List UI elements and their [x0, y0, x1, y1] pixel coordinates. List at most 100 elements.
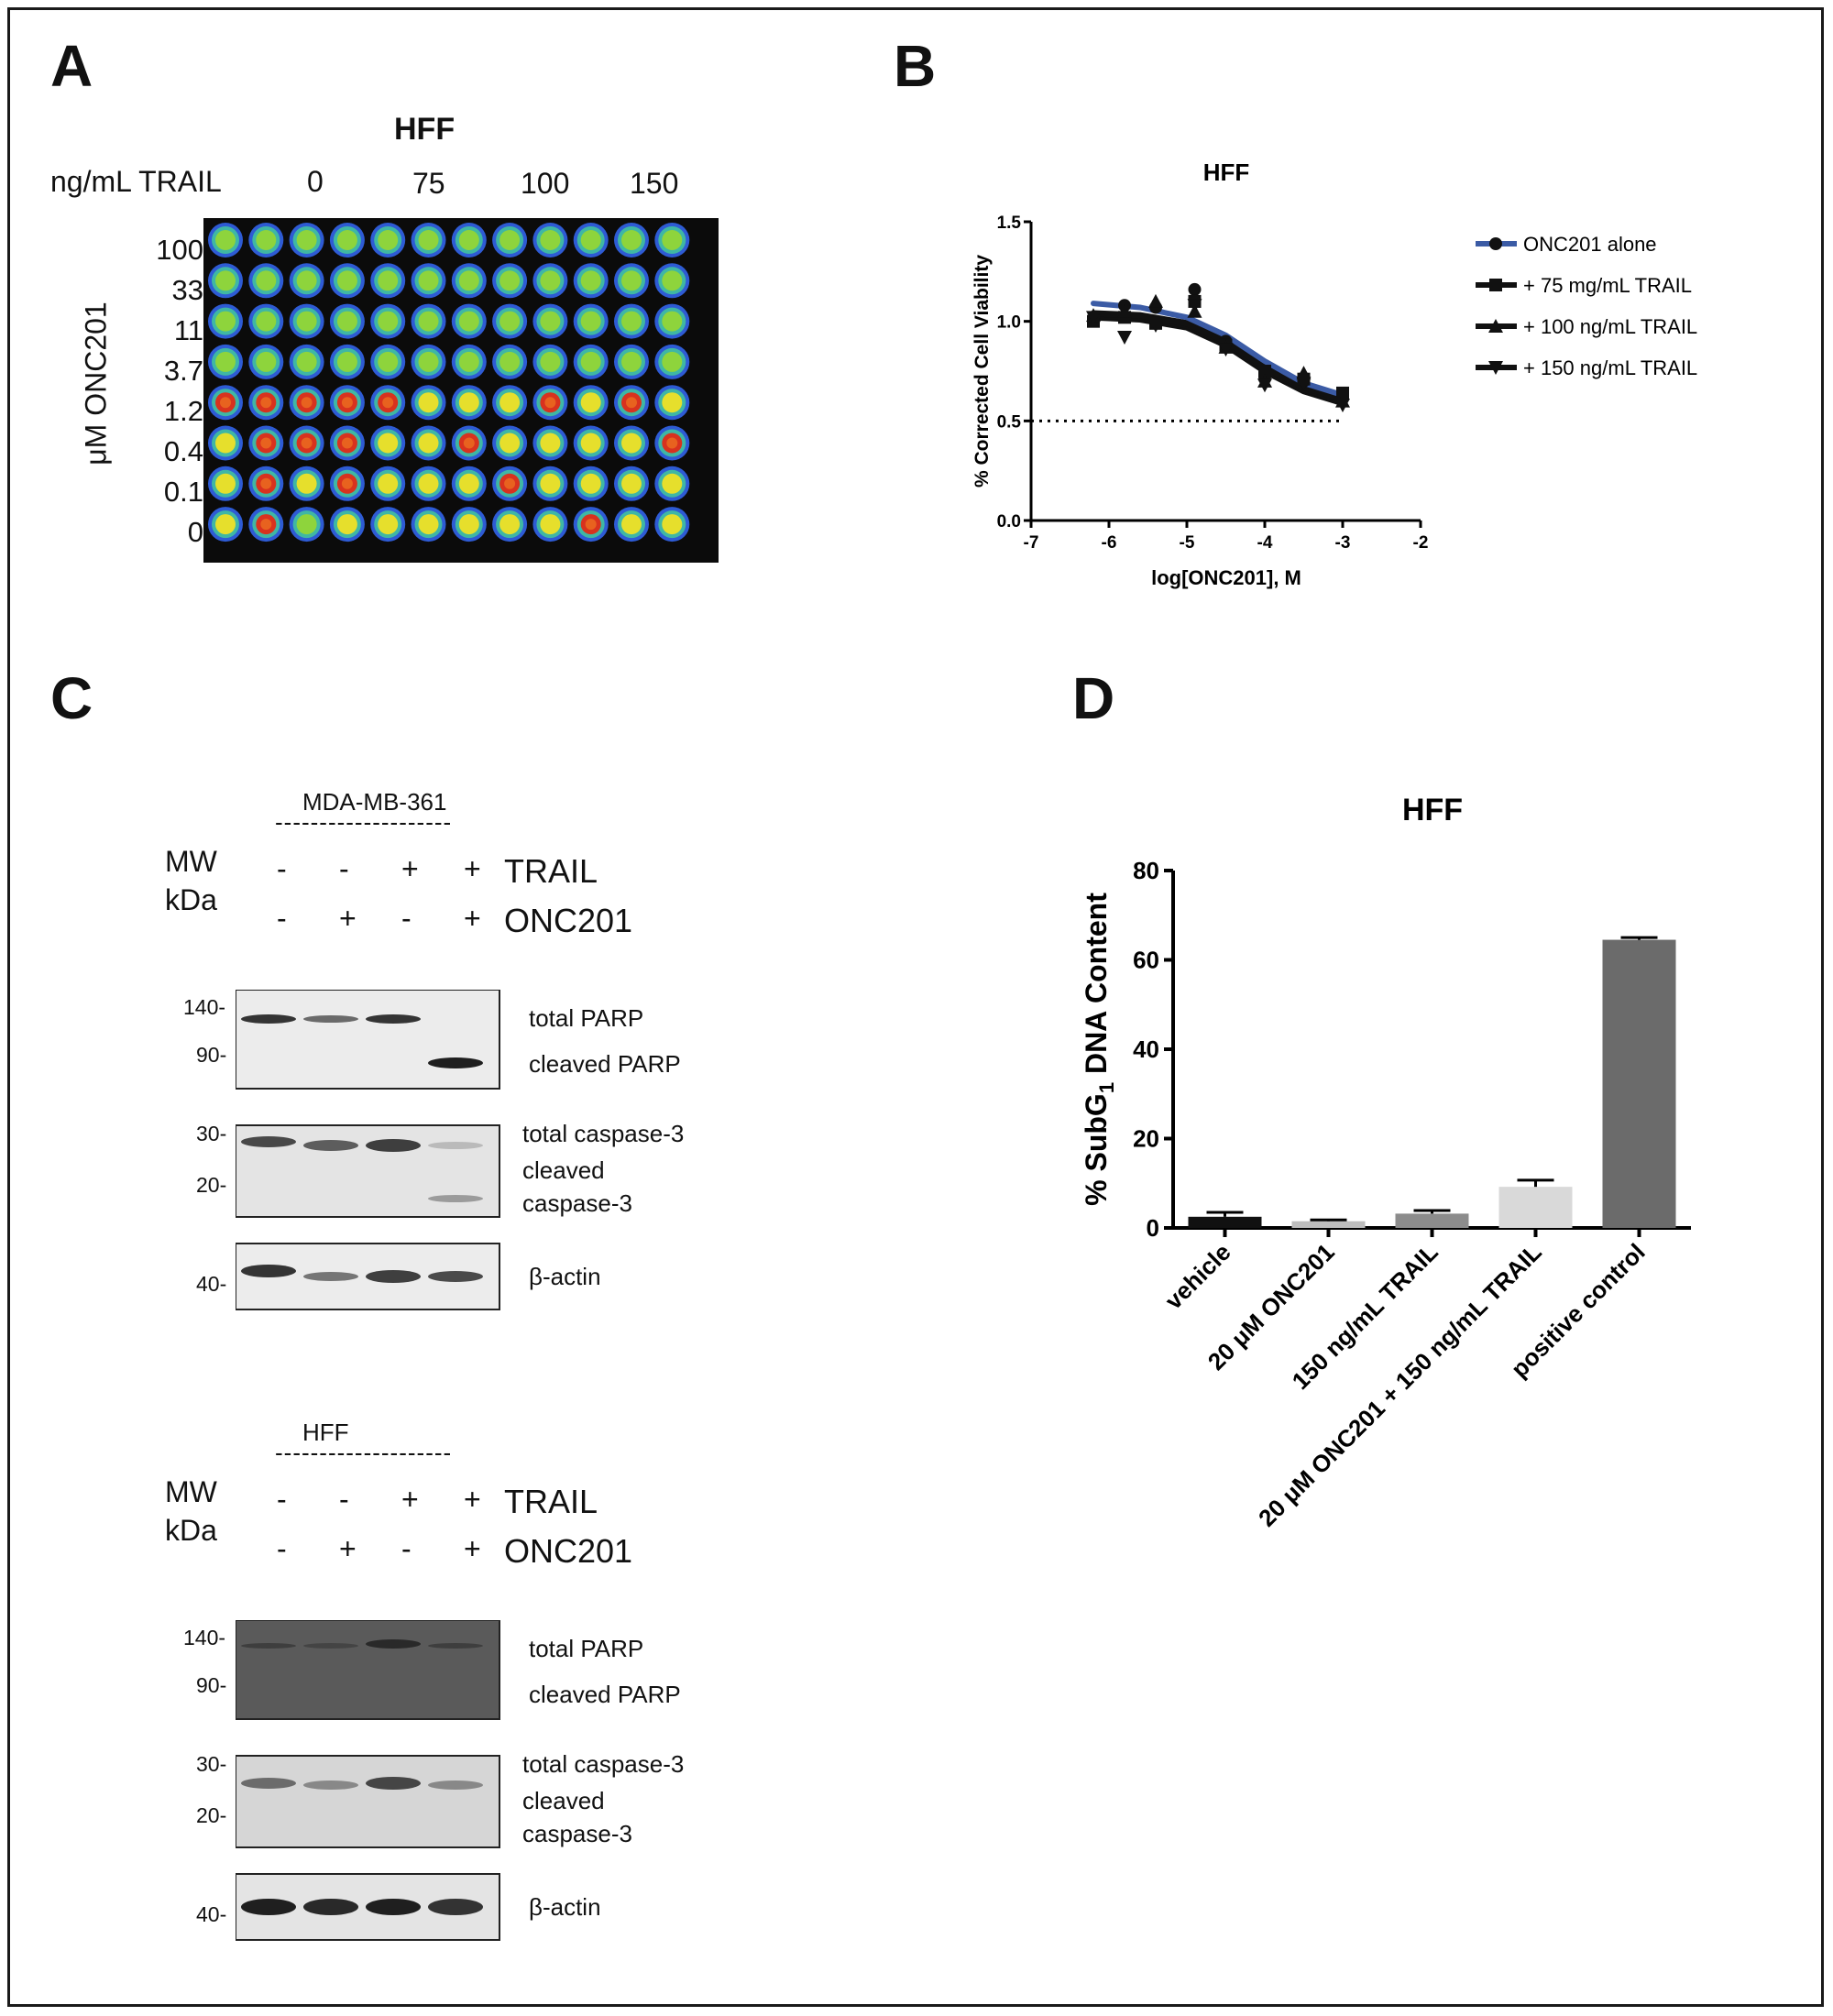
plate-well	[289, 263, 324, 299]
plate-well	[654, 425, 690, 461]
blot-dashes: --------------------	[275, 1439, 453, 1466]
plate-well	[248, 223, 284, 257]
protein-band	[366, 1139, 421, 1152]
protein-band	[241, 1643, 296, 1649]
protein-band	[366, 1777, 421, 1790]
well-center	[662, 392, 683, 413]
y-tick-label: 20	[1133, 1125, 1159, 1153]
well-center	[499, 311, 521, 332]
chart-title: HFF	[1203, 159, 1250, 186]
plate-well	[614, 263, 649, 299]
plate-well	[614, 385, 649, 421]
protein-band	[428, 1142, 483, 1149]
band-label: total PARP	[529, 1004, 644, 1032]
band-label: cleaved PARP	[529, 1050, 681, 1078]
plate-well	[370, 344, 406, 379]
onc-sign: -	[277, 902, 287, 935]
y-axis-label-part: DNA Content	[1080, 893, 1113, 1082]
well-center	[418, 433, 439, 454]
data-point	[1296, 377, 1312, 391]
data-point	[1117, 303, 1132, 318]
plate-well	[654, 507, 690, 542]
well-core	[341, 477, 353, 489]
well-center	[458, 270, 479, 291]
trail-sign: +	[401, 1483, 419, 1516]
well-center	[580, 473, 601, 494]
mw-marker: 30-	[196, 1752, 227, 1776]
plate-well	[248, 303, 284, 339]
trail-sign: +	[464, 852, 481, 885]
mw-marker: 40-	[196, 1902, 227, 1926]
well-center	[580, 433, 601, 454]
y-tick-label: 1.5	[997, 214, 1022, 233]
plate-well	[411, 425, 446, 461]
blot-cell-line: HFF	[302, 1419, 349, 1446]
data-point	[1187, 299, 1202, 313]
y-tick-label: 0.5	[997, 412, 1022, 432]
onc-sign: -	[401, 902, 412, 935]
plate-well	[492, 385, 528, 421]
well-center	[296, 473, 317, 494]
panel-letter-c: C	[50, 665, 93, 731]
concentration-label: 0.4	[163, 435, 203, 467]
blot-cell-line: MDA-MB-361	[302, 788, 447, 816]
x-tick-label: -3	[1335, 533, 1351, 553]
well-center	[662, 230, 683, 250]
well-center	[621, 230, 642, 250]
western-blot-mda-mb-361: MDA-MB-361 -------------------- MW kDa - - + + -…	[156, 788, 742, 1320]
onc-sign: +	[339, 1532, 357, 1565]
plate-well	[573, 263, 609, 299]
legend-entry: + 75 mg/mL TRAIL	[1476, 274, 1692, 297]
trail-row-label: TRAIL	[504, 852, 598, 890]
well-core	[626, 397, 637, 409]
data-point	[1335, 398, 1350, 412]
bar	[1188, 1216, 1262, 1228]
kda-label: kDa	[165, 883, 217, 916]
well-center	[418, 473, 439, 494]
plate-well	[573, 344, 609, 379]
well-center	[540, 230, 561, 250]
legend-label: + 150 ng/mL TRAIL	[1523, 356, 1697, 379]
plate-well	[329, 223, 365, 257]
plate-well	[654, 344, 690, 379]
plate-well	[248, 425, 284, 461]
well-center	[621, 514, 642, 535]
well-center	[580, 311, 601, 332]
data-point	[1258, 365, 1271, 378]
protein-band	[303, 1015, 358, 1023]
plate-well	[614, 303, 649, 339]
mw-marker: 30-	[196, 1122, 227, 1145]
plate-well	[654, 263, 690, 299]
well-core	[220, 397, 231, 409]
well-center	[215, 270, 236, 291]
protein-band	[366, 1899, 421, 1915]
plate-well	[654, 385, 690, 421]
onc-sign: +	[464, 1532, 481, 1565]
well-core	[301, 397, 313, 409]
blot-dashes: --------------------	[275, 808, 453, 836]
plate-well	[614, 344, 649, 379]
protein-band	[303, 1140, 358, 1151]
well-center	[256, 351, 277, 372]
plate-well	[208, 223, 243, 257]
plate-well	[451, 466, 487, 501]
bar	[1602, 939, 1676, 1228]
well-center	[418, 311, 439, 332]
data-point	[1489, 237, 1502, 250]
plate-well	[370, 385, 406, 421]
well-core	[301, 437, 313, 449]
plate-well	[451, 263, 487, 299]
well-center	[296, 230, 317, 250]
onc-sign: +	[339, 902, 357, 935]
protein-band	[428, 1057, 483, 1068]
well-center	[215, 351, 236, 372]
well-center	[378, 230, 399, 250]
well-center	[256, 270, 277, 291]
plate-well	[532, 344, 568, 379]
x-tick-label: -6	[1102, 533, 1117, 553]
well-center	[336, 514, 357, 535]
plate-well	[329, 303, 365, 339]
plate-well	[492, 223, 528, 257]
plate-well	[370, 263, 406, 299]
concentration-label: 3.7	[163, 355, 203, 387]
